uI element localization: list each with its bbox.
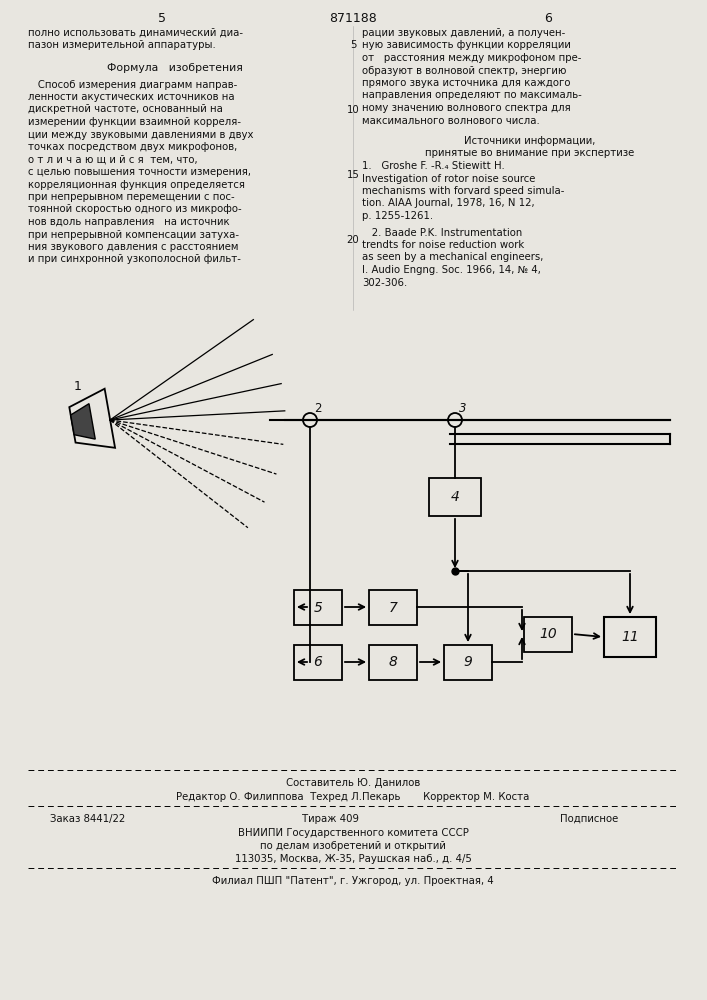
Text: от   расстояния между микрофоном пре-: от расстояния между микрофоном пре- xyxy=(362,53,581,63)
Text: 6: 6 xyxy=(544,12,552,25)
Text: прямого звука источника для каждого: прямого звука источника для каждого xyxy=(362,78,571,88)
Bar xyxy=(294,590,342,625)
Bar xyxy=(444,645,492,680)
Text: и при синхронной узкополосной фильт-: и при синхронной узкополосной фильт- xyxy=(28,254,241,264)
Text: Составитель Ю. Данилов: Составитель Ю. Данилов xyxy=(286,778,420,788)
Text: 15: 15 xyxy=(346,170,359,180)
Text: дискретной частоте, основанный на: дискретной частоте, основанный на xyxy=(28,104,223,114)
Text: 4: 4 xyxy=(450,490,460,504)
Text: 8: 8 xyxy=(389,656,397,670)
Text: Тираж 409: Тираж 409 xyxy=(301,814,358,824)
Text: ции между звуковыми давлениями в двух: ции между звуковыми давлениями в двух xyxy=(28,129,254,139)
Text: 5: 5 xyxy=(314,600,322,614)
Text: Подписное: Подписное xyxy=(560,814,618,824)
Text: 10: 10 xyxy=(346,105,359,115)
Text: Филиал ПШП "Патент", г. Ужгород, ул. Проектная, 4: Филиал ПШП "Патент", г. Ужгород, ул. Про… xyxy=(212,876,494,886)
Text: mechanisms with forvard speed simula-: mechanisms with forvard speed simula- xyxy=(362,186,564,196)
Text: 7: 7 xyxy=(389,600,397,614)
Text: корреляционная функция определяется: корреляционная функция определяется xyxy=(28,180,245,190)
Text: по делам изобретений и открытий: по делам изобретений и открытий xyxy=(260,841,446,851)
Text: 11: 11 xyxy=(621,630,639,644)
Text: принятые во внимание при экспертизе: принятые во внимание при экспертизе xyxy=(426,148,635,158)
Text: направления определяют по максималь-: направления определяют по максималь- xyxy=(362,91,582,101)
Text: 113035, Москва, Ж-35, Раушская наб., д. 4/5: 113035, Москва, Ж-35, Раушская наб., д. … xyxy=(235,854,472,864)
Text: 10: 10 xyxy=(539,628,557,642)
Text: полно использовать динамический диа-: полно использовать динамический диа- xyxy=(28,28,243,38)
Text: при непрерывном перемещении с пос-: при непрерывном перемещении с пос- xyxy=(28,192,235,202)
Text: 2. Baade P.K. Instrumentation: 2. Baade P.K. Instrumentation xyxy=(362,228,522,237)
Text: Заказ 8441/22: Заказ 8441/22 xyxy=(50,814,125,824)
Text: при непрерывной компенсации затуха-: при непрерывной компенсации затуха- xyxy=(28,230,239,239)
Text: 20: 20 xyxy=(346,235,359,245)
Polygon shape xyxy=(71,404,95,439)
Text: рации звуковых давлений, а получен-: рации звуковых давлений, а получен- xyxy=(362,28,566,38)
Text: Редактор О. Филиппова  Техред Л.Пекарь       Корректор М. Коста: Редактор О. Филиппова Техред Л.Пекарь Ко… xyxy=(176,792,530,802)
Text: пазон измерительной аппаратуры.: пазон измерительной аппаратуры. xyxy=(28,40,216,50)
Text: 6: 6 xyxy=(314,656,322,670)
Text: измерении функции взаимной корреля-: измерении функции взаимной корреля- xyxy=(28,117,241,127)
Text: 1.   Groshe F. -R.₄ Stiewitt H.: 1. Groshe F. -R.₄ Stiewitt H. xyxy=(362,161,505,171)
Bar xyxy=(429,478,481,516)
Text: с целью повышения точности измерения,: с целью повышения точности измерения, xyxy=(28,167,251,177)
Bar xyxy=(369,645,417,680)
Text: Источники информации,: Источники информации, xyxy=(464,136,596,146)
Text: максимального волнового числа.: максимального волнового числа. xyxy=(362,115,539,125)
Text: тоянной скоростью одного из микрофо-: тоянной скоростью одного из микрофо- xyxy=(28,205,242,215)
Text: о т л и ч а ю щ и й с я  тем, что,: о т л и ч а ю щ и й с я тем, что, xyxy=(28,154,198,164)
Text: ную зависимость функции корреляции: ную зависимость функции корреляции xyxy=(362,40,571,50)
Text: Формула   изобретения: Формула изобретения xyxy=(107,63,243,73)
Text: 871188: 871188 xyxy=(329,12,377,25)
Text: Способ измерения диаграмм направ-: Способ измерения диаграмм направ- xyxy=(28,80,238,90)
Text: образуют в волновой спектр, энергию: образуют в волновой спектр, энергию xyxy=(362,66,566,76)
Bar xyxy=(294,645,342,680)
Text: ВНИИПИ Государственного комитета СССР: ВНИИПИ Государственного комитета СССР xyxy=(238,828,469,838)
Bar xyxy=(524,617,572,652)
Text: 9: 9 xyxy=(464,656,472,670)
Text: tion. AIAA Journal, 1978, 16, N 12,: tion. AIAA Journal, 1978, 16, N 12, xyxy=(362,198,534,209)
Text: 5: 5 xyxy=(158,12,166,25)
Text: 1: 1 xyxy=(74,380,82,393)
Text: 302-306.: 302-306. xyxy=(362,277,407,288)
Bar xyxy=(369,590,417,625)
Text: ния звукового давления с расстоянием: ния звукового давления с расстоянием xyxy=(28,242,238,252)
Text: ному значению волнового спектра для: ному значению волнового спектра для xyxy=(362,103,571,113)
Text: точках посредством двух микрофонов,: точках посредством двух микрофонов, xyxy=(28,142,238,152)
Text: Investigation of rotor noise source: Investigation of rotor noise source xyxy=(362,174,535,184)
Text: I. Audio Engng. Soc. 1966, 14, № 4,: I. Audio Engng. Soc. 1966, 14, № 4, xyxy=(362,265,541,275)
Text: trendts for noise reduction work: trendts for noise reduction work xyxy=(362,240,525,250)
Text: as seen by a mechanical engineers,: as seen by a mechanical engineers, xyxy=(362,252,544,262)
Text: 2: 2 xyxy=(314,402,322,415)
Text: 5: 5 xyxy=(350,40,356,50)
Text: ленности акустических источников на: ленности акустических источников на xyxy=(28,92,235,102)
Text: p. 1255-1261.: p. 1255-1261. xyxy=(362,211,433,221)
Text: 3: 3 xyxy=(459,402,467,415)
Text: нов вдоль направления   на источник: нов вдоль направления на источник xyxy=(28,217,230,227)
Bar xyxy=(604,617,656,657)
